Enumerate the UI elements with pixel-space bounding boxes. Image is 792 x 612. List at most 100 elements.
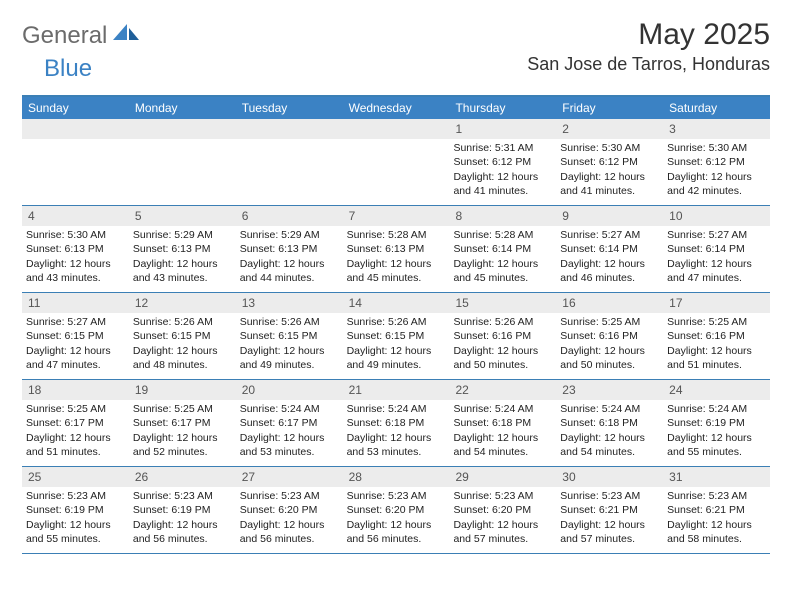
week-row: 1Sunrise: 5:31 AMSunset: 6:12 PMDaylight… — [22, 119, 770, 206]
day-cell: 5Sunrise: 5:29 AMSunset: 6:13 PMDaylight… — [129, 206, 236, 292]
day-header-row: SundayMondayTuesdayWednesdayThursdayFrid… — [22, 97, 770, 119]
daylight-line: Daylight: 12 hours and 58 minutes. — [667, 518, 766, 546]
daylight-line: Daylight: 12 hours and 56 minutes. — [133, 518, 232, 546]
week-row: 25Sunrise: 5:23 AMSunset: 6:19 PMDayligh… — [22, 467, 770, 554]
day-body: Sunrise: 5:24 AMSunset: 6:18 PMDaylight:… — [449, 400, 556, 463]
day-number: 25 — [22, 467, 129, 487]
week-row: 18Sunrise: 5:25 AMSunset: 6:17 PMDayligh… — [22, 380, 770, 467]
daylight-line: Daylight: 12 hours and 41 minutes. — [560, 170, 659, 198]
day-cell: 1Sunrise: 5:31 AMSunset: 6:12 PMDaylight… — [449, 119, 556, 205]
day-cell: 2Sunrise: 5:30 AMSunset: 6:12 PMDaylight… — [556, 119, 663, 205]
day-number: 19 — [129, 380, 236, 400]
sunset-line: Sunset: 6:18 PM — [560, 416, 659, 430]
sunrise-line: Sunrise: 5:26 AM — [453, 315, 552, 329]
sunrise-line: Sunrise: 5:27 AM — [667, 228, 766, 242]
day-cell: 23 Sunrise: 5:24 AMSunset: 6:18 PMDayligh… — [556, 380, 663, 466]
day-body: Sunrise: 5:23 AMSunset: 6:19 PMDaylight:… — [22, 487, 129, 550]
sunset-line: Sunset: 6:14 PM — [667, 242, 766, 256]
sunrise-line: Sunrise: 5:30 AM — [560, 141, 659, 155]
day-header: Monday — [129, 97, 236, 119]
sunrise-line: Sunrise: 5:25 AM — [133, 402, 232, 416]
day-body: Sunrise: 5:25 AMSunset: 6:16 PMDaylight:… — [663, 313, 770, 376]
daylight-line: Daylight: 12 hours and 45 minutes. — [347, 257, 446, 285]
day-body: Sunrise: 5:28 AMSunset: 6:14 PMDaylight:… — [449, 226, 556, 289]
sunrise-line: Sunrise: 5:26 AM — [133, 315, 232, 329]
day-body: Sunrise: 5:26 AMSunset: 6:15 PMDaylight:… — [129, 313, 236, 376]
empty-day — [343, 119, 450, 139]
daylight-line: Daylight: 12 hours and 54 minutes. — [453, 431, 552, 459]
sunset-line: Sunset: 6:12 PM — [560, 155, 659, 169]
sunrise-line: Sunrise: 5:24 AM — [347, 402, 446, 416]
sunrise-line: Sunrise: 5:25 AM — [560, 315, 659, 329]
sunset-line: Sunset: 6:19 PM — [26, 503, 125, 517]
day-number: 20 — [236, 380, 343, 400]
sunset-line: Sunset: 6:15 PM — [133, 329, 232, 343]
day-header: Thursday — [449, 97, 556, 119]
sunrise-line: Sunrise: 5:23 AM — [133, 489, 232, 503]
sunset-line: Sunset: 6:13 PM — [26, 242, 125, 256]
day-number: 9 — [556, 206, 663, 226]
sunrise-line: Sunrise: 5:31 AM — [453, 141, 552, 155]
sunrise-line: Sunrise: 5:26 AM — [347, 315, 446, 329]
day-number: 1 — [449, 119, 556, 139]
day-number: 18 — [22, 380, 129, 400]
sunrise-line: Sunrise: 5:24 AM — [560, 402, 659, 416]
day-body: Sunrise: 5:25 AMSunset: 6:16 PMDaylight:… — [556, 313, 663, 376]
day-number: 23 — [556, 380, 663, 400]
day-cell: 27Sunrise: 5:23 AMSunset: 6:20 PMDayligh… — [236, 467, 343, 553]
day-body: Sunrise: 5:23 AMSunset: 6:19 PMDaylight:… — [129, 487, 236, 550]
daylight-line: Daylight: 12 hours and 44 minutes. — [240, 257, 339, 285]
empty-day — [236, 119, 343, 139]
sunset-line: Sunset: 6:19 PM — [133, 503, 232, 517]
day-cell: 7Sunrise: 5:28 AMSunset: 6:13 PMDaylight… — [343, 206, 450, 292]
sunset-line: Sunset: 6:20 PM — [240, 503, 339, 517]
day-number: 3 — [663, 119, 770, 139]
day-number: 17 — [663, 293, 770, 313]
day-number: 4 — [22, 206, 129, 226]
day-body: Sunrise: 5:23 AMSunset: 6:20 PMDaylight:… — [449, 487, 556, 550]
logo: General — [22, 22, 141, 50]
daylight-line: Daylight: 12 hours and 57 minutes. — [560, 518, 659, 546]
daylight-line: Daylight: 12 hours and 48 minutes. — [133, 344, 232, 372]
day-body: Sunrise: 5:30 AMSunset: 6:12 PMDaylight:… — [556, 139, 663, 202]
day-body: Sunrise: 5:27 AMSunset: 6:14 PMDaylight:… — [663, 226, 770, 289]
day-body: Sunrise: 5:24 AMSunset: 6:19 PMDaylight:… — [663, 400, 770, 463]
day-body: Sunrise: 5:24 AMSunset: 6:17 PMDaylight:… — [236, 400, 343, 463]
day-number: 24 — [663, 380, 770, 400]
sunrise-line: Sunrise: 5:29 AM — [240, 228, 339, 242]
day-body: Sunrise: 5:25 AMSunset: 6:17 PMDaylight:… — [129, 400, 236, 463]
day-number: 10 — [663, 206, 770, 226]
daylight-line: Daylight: 12 hours and 49 minutes. — [240, 344, 339, 372]
empty-day — [22, 119, 129, 139]
day-cell: 19Sunrise: 5:25 AMSunset: 6:17 PMDayligh… — [129, 380, 236, 466]
sunset-line: Sunset: 6:21 PM — [667, 503, 766, 517]
day-number: 29 — [449, 467, 556, 487]
daylight-line: Daylight: 12 hours and 51 minutes. — [667, 344, 766, 372]
daylight-line: Daylight: 12 hours and 46 minutes. — [560, 257, 659, 285]
daylight-line: Daylight: 12 hours and 53 minutes. — [347, 431, 446, 459]
sunrise-line: Sunrise: 5:23 AM — [453, 489, 552, 503]
sunset-line: Sunset: 6:16 PM — [560, 329, 659, 343]
day-cell: 11Sunrise: 5:27 AMSunset: 6:15 PMDayligh… — [22, 293, 129, 379]
daylight-line: Daylight: 12 hours and 57 minutes. — [453, 518, 552, 546]
daylight-line: Daylight: 12 hours and 49 minutes. — [347, 344, 446, 372]
day-number: 13 — [236, 293, 343, 313]
day-number: 30 — [556, 467, 663, 487]
sunrise-line: Sunrise: 5:23 AM — [240, 489, 339, 503]
sunrise-line: Sunrise: 5:23 AM — [560, 489, 659, 503]
daylight-line: Daylight: 12 hours and 54 minutes. — [560, 431, 659, 459]
day-body: Sunrise: 5:26 AMSunset: 6:15 PMDaylight:… — [343, 313, 450, 376]
daylight-line: Daylight: 12 hours and 43 minutes. — [133, 257, 232, 285]
daylight-line: Daylight: 12 hours and 50 minutes. — [453, 344, 552, 372]
day-cell: 28Sunrise: 5:23 AMSunset: 6:20 PMDayligh… — [343, 467, 450, 553]
day-cell: 24Sunrise: 5:24 AMSunset: 6:19 PMDayligh… — [663, 380, 770, 466]
day-number: 27 — [236, 467, 343, 487]
sunset-line: Sunset: 6:12 PM — [453, 155, 552, 169]
day-header: Tuesday — [236, 97, 343, 119]
sunset-line: Sunset: 6:20 PM — [453, 503, 552, 517]
week-row: 11Sunrise: 5:27 AMSunset: 6:15 PMDayligh… — [22, 293, 770, 380]
day-header: Friday — [556, 97, 663, 119]
day-number: 2 — [556, 119, 663, 139]
day-body: Sunrise: 5:31 AMSunset: 6:12 PMDaylight:… — [449, 139, 556, 202]
day-cell: 14Sunrise: 5:26 AMSunset: 6:15 PMDayligh… — [343, 293, 450, 379]
